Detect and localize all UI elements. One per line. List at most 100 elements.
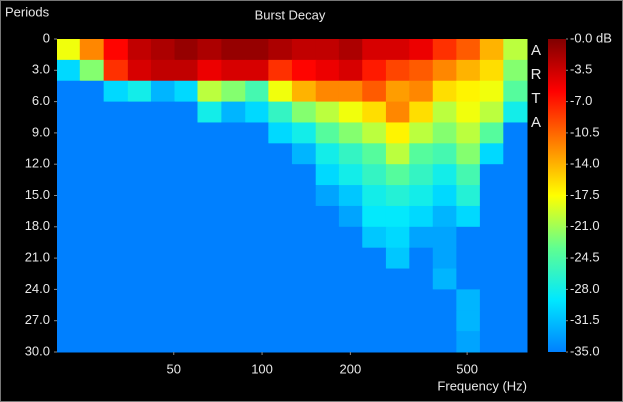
heat-cell (291, 268, 317, 290)
heat-cell (197, 143, 222, 165)
heat-cell (456, 122, 481, 144)
heat-cell (150, 289, 176, 311)
heat-cell (150, 59, 176, 82)
heat-cell (409, 101, 434, 123)
heat-cell (150, 164, 176, 186)
heat-cell (197, 310, 222, 332)
heat-cell (103, 122, 129, 144)
x-tick-label: 500 (456, 361, 478, 376)
heat-cell (221, 205, 246, 228)
heat-cell (291, 164, 317, 186)
heat-cell (57, 164, 81, 186)
heat-cell (362, 331, 387, 353)
heat-cell (385, 122, 410, 144)
heat-cell (268, 226, 293, 249)
heat-cell (221, 185, 246, 207)
heat-cell (103, 39, 129, 61)
heat-cell (409, 310, 434, 332)
heat-cell (79, 164, 105, 186)
heat-cell (479, 205, 504, 228)
heat-cell (174, 143, 199, 165)
heat-cell (268, 205, 293, 228)
heat-cell (197, 164, 222, 186)
heat-cell (456, 80, 481, 103)
heat-cell (57, 39, 81, 61)
heat-cell (362, 39, 387, 61)
heat-cell (150, 205, 176, 228)
heat-cell (245, 39, 269, 61)
heat-cell (150, 101, 176, 123)
heat-cell (362, 143, 387, 165)
heat-cell (409, 331, 434, 353)
heat-cell (245, 101, 269, 123)
heat-cell (432, 122, 457, 144)
heat-cell (174, 39, 199, 61)
heat-cell (268, 310, 293, 332)
heat-cell (503, 80, 528, 103)
heat-cell (432, 59, 457, 82)
heat-cell (291, 80, 317, 103)
y-tick-label: 18.0 (25, 218, 50, 233)
heat-cell (79, 185, 105, 207)
heat-cell (79, 226, 105, 249)
heat-cell (385, 59, 410, 82)
heat-cell (79, 143, 105, 165)
heat-cell (245, 268, 269, 290)
heat-cell (291, 39, 317, 61)
heat-cell (57, 59, 81, 82)
heat-cell (245, 247, 269, 270)
heat-cell (315, 39, 340, 61)
heat-cell (150, 39, 176, 61)
heat-cell (57, 310, 81, 332)
heat-cell (197, 122, 222, 144)
heat-cell (432, 80, 457, 103)
heat-cell (315, 310, 340, 332)
color-tick-label: -0.0 dB (570, 30, 612, 45)
y-tick-label: 6.0 (32, 93, 50, 108)
x-tick-label: 200 (340, 361, 362, 376)
heat-cell (150, 247, 176, 270)
heat-cell (503, 164, 528, 186)
heat-cell (503, 310, 528, 332)
color-tick-label: -31.5 (570, 312, 600, 327)
heat-cell (432, 205, 457, 228)
heat-cell (503, 101, 528, 123)
heat-cell (291, 331, 317, 353)
heat-cell (338, 80, 363, 103)
heat-cell (103, 59, 129, 82)
heat-cell (385, 185, 410, 207)
heat-cell (57, 143, 81, 165)
heat-cell (79, 310, 105, 332)
y-tick-label: 0 (43, 30, 50, 45)
color-tick-label: -21.0 (570, 218, 600, 233)
heat-cell (385, 80, 410, 103)
heat-cell (245, 122, 269, 144)
heat-cell (456, 164, 481, 186)
heat-cell (338, 205, 363, 228)
heat-cell (245, 226, 269, 249)
heat-cell (315, 268, 340, 290)
heat-cell (221, 247, 246, 270)
heat-cell (150, 268, 176, 290)
heat-cell (174, 80, 199, 103)
heat-cell (362, 289, 387, 311)
heat-cell (197, 226, 222, 249)
heat-cell (338, 39, 363, 61)
heat-cell (456, 226, 481, 249)
heat-cell (127, 268, 152, 290)
heat-cell (57, 289, 81, 311)
heat-cell (385, 143, 410, 165)
heat-cell (174, 268, 199, 290)
heat-cell (57, 185, 81, 207)
heat-cell (432, 289, 457, 311)
heat-cell (221, 80, 246, 103)
heat-cell (127, 247, 152, 270)
heat-cell (127, 185, 152, 207)
heat-cell (127, 226, 152, 249)
heat-cell (103, 268, 129, 290)
y-tick-label: 12.0 (25, 156, 50, 171)
heat-cell (268, 39, 293, 61)
heat-cell (432, 226, 457, 249)
heat-cell (268, 80, 293, 103)
heat-cell (127, 122, 152, 144)
